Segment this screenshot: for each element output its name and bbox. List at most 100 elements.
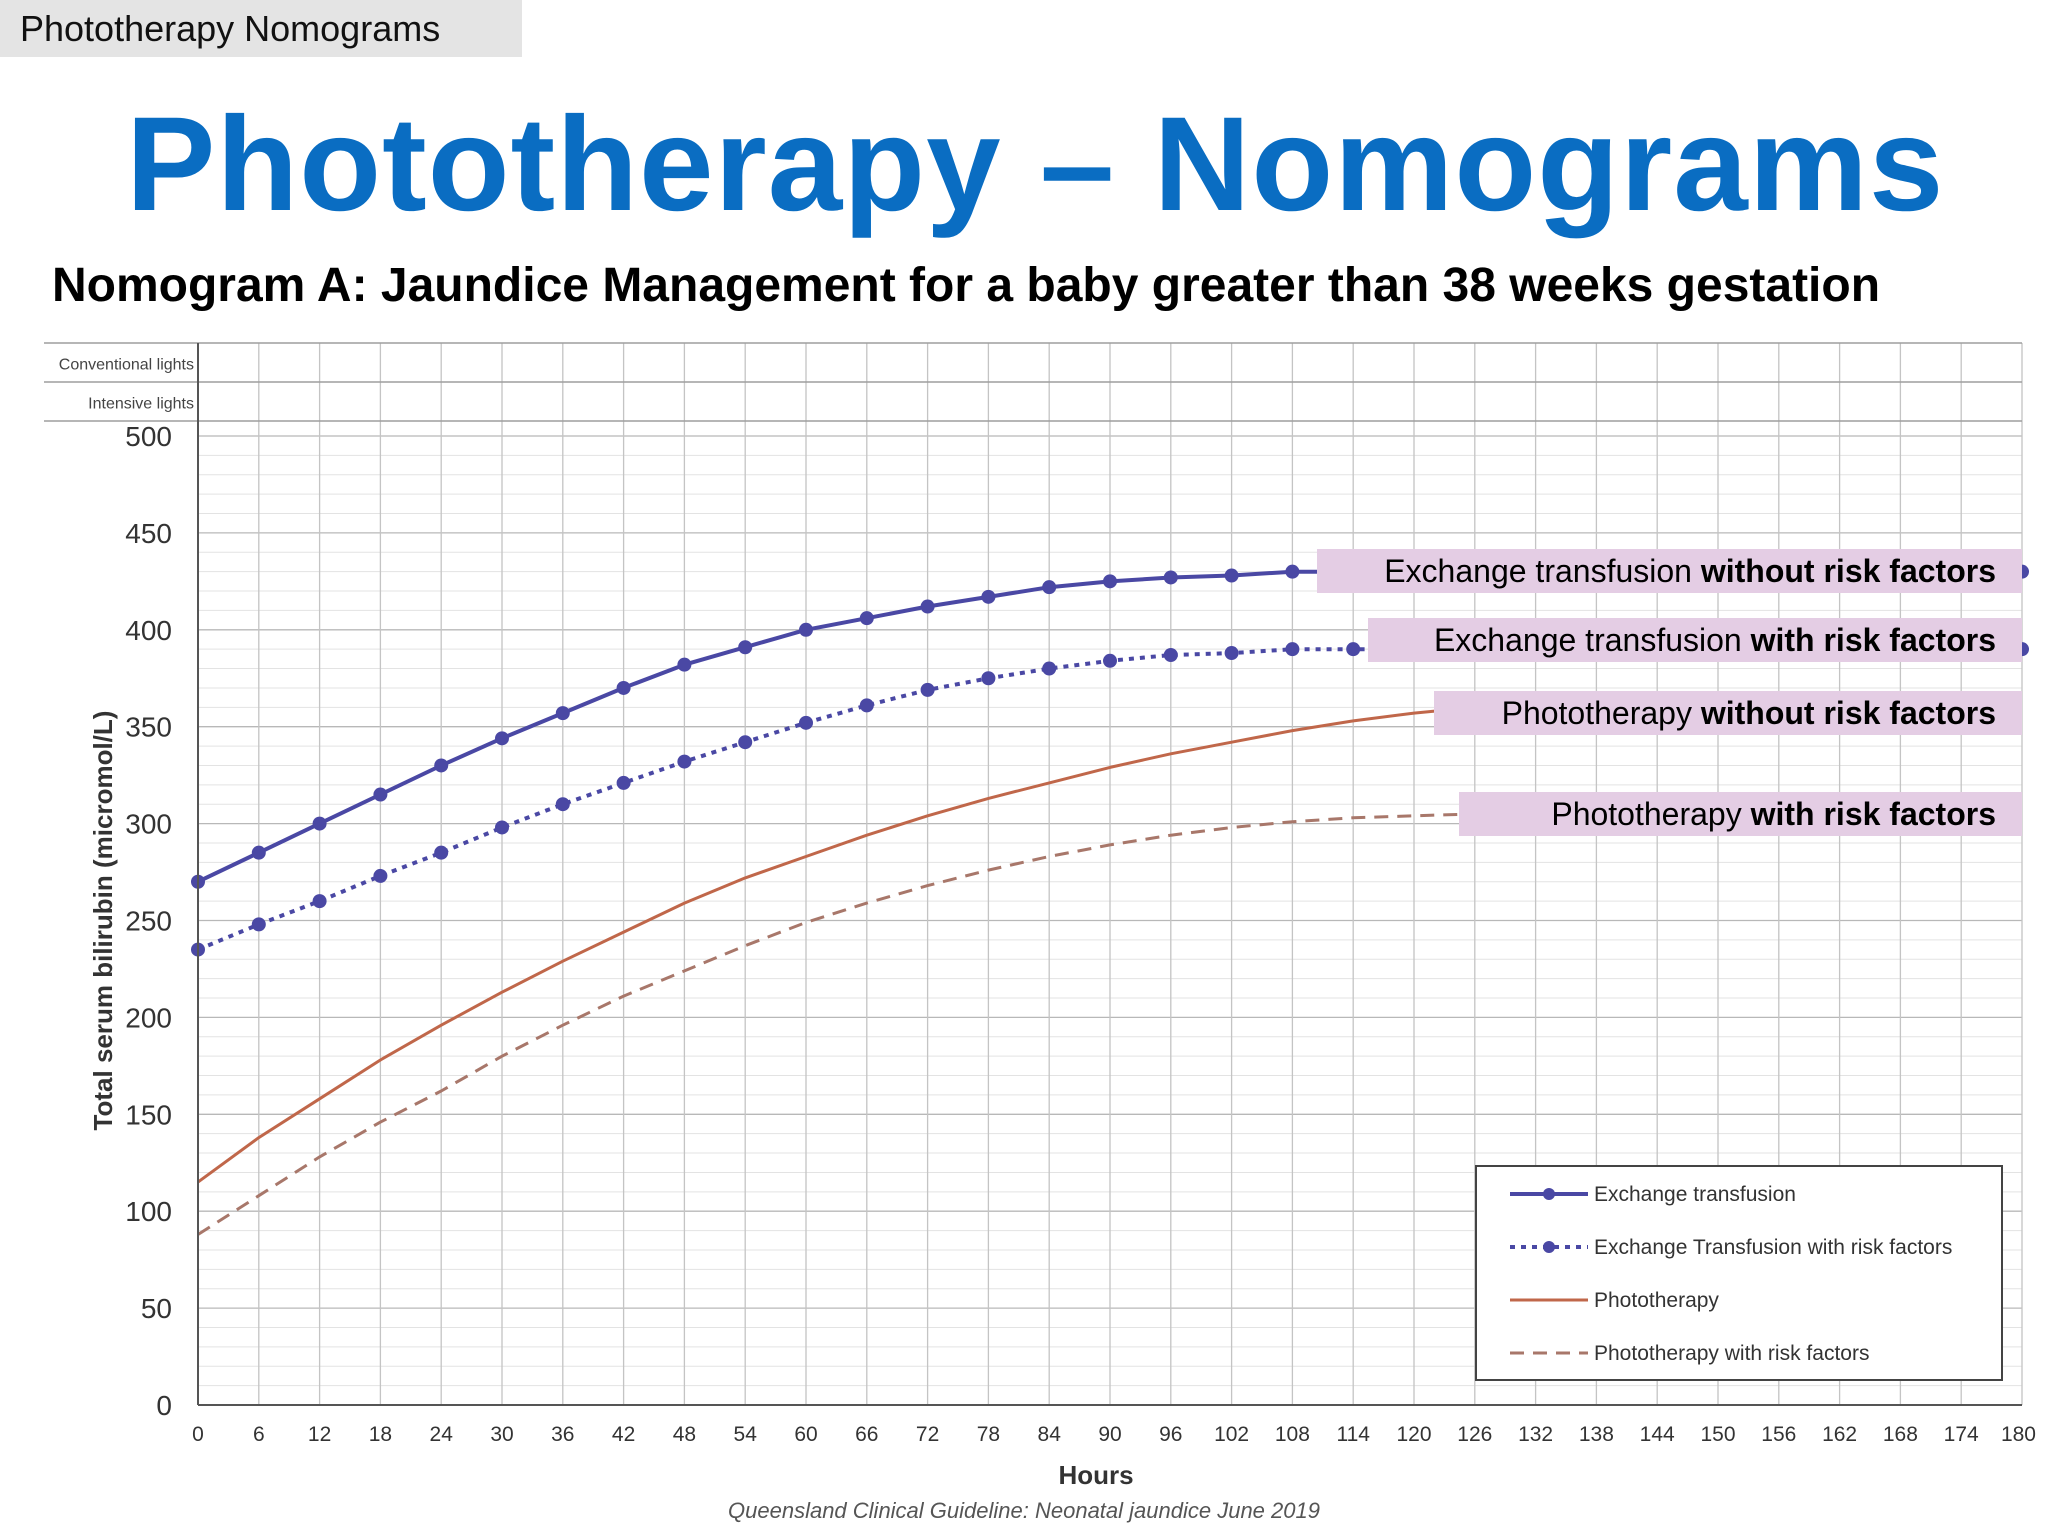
y-tick-label: 100 [125,1196,172,1227]
callout-text: Phototherapy [1501,695,1701,731]
x-tick-label: 78 [977,1423,1000,1446]
data-point [373,787,388,802]
x-tick-label: 54 [734,1423,758,1446]
data-point [1103,574,1117,589]
y-tick-label: 400 [125,615,172,646]
data-point [495,731,509,746]
y-tick-label: 300 [125,809,172,840]
data-point [1163,647,1178,662]
series-line-3 [197,812,2022,1236]
x-tick-label: 126 [1457,1423,1492,1446]
data-point [1285,642,1300,657]
data-point [738,640,753,655]
x-tick-label: 96 [1159,1423,1182,1446]
data-point [434,758,449,773]
x-tick-label: 6 [253,1423,265,1446]
data-point [1163,570,1178,585]
data-point [677,754,692,769]
x-tick-label: 156 [1761,1423,1796,1446]
legend-swatch-marker [1543,1241,1555,1253]
legend-label: Phototherapy [1594,1289,1719,1312]
x-tick-label: 102 [1214,1423,1249,1446]
x-tick-label: 162 [1822,1423,1857,1446]
x-tick-label: 0 [192,1423,204,1446]
callout-bold-text: with risk factors [1750,622,1996,658]
x-tick-label: 132 [1518,1423,1553,1446]
data-point [434,845,449,860]
data-point [555,706,570,721]
x-tick-label: 36 [551,1423,574,1446]
x-tick-label: 114 [1336,1423,1370,1446]
x-tick-label: 90 [1098,1423,1121,1446]
data-point [1042,580,1057,595]
legend-label: Phototherapy with risk factors [1594,1342,1869,1365]
data-point [738,735,753,750]
x-tick-label: 144 [1640,1423,1675,1446]
x-tick-label: 42 [612,1423,635,1446]
data-point [495,820,509,835]
data-point [1224,646,1239,661]
data-point [981,589,996,604]
data-point [1224,568,1239,583]
data-point [312,894,327,909]
chart-heading: Nomogram A: Jaundice Management for a ba… [52,259,1881,312]
y-tick-label: 200 [125,1002,172,1033]
x-tick-label: 180 [2001,1423,2036,1446]
y-tick-label: 150 [125,1099,172,1130]
legend-label: Exchange Transfusion with risk factors [1594,1236,1952,1259]
legend-box [1475,1165,2003,1381]
x-tick-label: 18 [369,1423,392,1446]
x-tick-label: 150 [1700,1423,1735,1446]
data-point [799,715,813,730]
y-tick-label: 50 [141,1293,172,1324]
axis-layer: 0 50 100 150 200 250 300 350 400 450 500 0 6 12 18 24 30… [88,343,2036,1490]
header-row-label: Intensive lights [88,396,194,413]
x-tick-label: 168 [1883,1423,1918,1446]
data-point [1042,661,1057,676]
y-tick-label: 0 [156,1390,172,1421]
data-point [312,816,327,831]
tab-label: Phototherapy Nomograms [0,0,522,57]
data-point [373,868,388,883]
data-point [981,671,996,686]
callout-text: Exchange transfusion [1384,553,1701,589]
data-point [1103,653,1117,668]
header-row-label: Conventional lights [59,357,194,374]
data-point [616,775,631,790]
x-tick-label: 120 [1396,1423,1431,1446]
x-tick-label: 138 [1579,1423,1614,1446]
legend-label: Exchange transfusion [1594,1183,1796,1206]
x-tick-label: 60 [794,1423,817,1446]
data-point [920,682,935,697]
callout-bold-text: without risk factors [1700,553,1996,589]
data-point [616,680,631,695]
source-citation: Queensland Clinical Guideline: Neonatal … [728,1498,1320,1523]
y-tick-label: 250 [125,906,172,937]
x-tick-label: 174 [1944,1423,1979,1446]
data-point [799,622,813,637]
data-point [920,599,935,614]
data-point [859,698,874,713]
x-tick-label: 12 [308,1423,331,1446]
y-axis-label: Total serum bilirubin (micromol/L) [88,711,118,1131]
callout-exchange-with-risk: Exchange transfusion with risk factors [1368,618,2022,662]
legend-swatch-marker [1543,1188,1555,1200]
x-axis-label: Hours [1058,1460,1133,1490]
callout-text: Exchange transfusion [1433,622,1751,658]
slide-title: Phototherapy – Nomograms [126,90,1945,239]
x-tick-label: 24 [430,1423,454,1446]
x-tick-label: 30 [490,1423,513,1446]
callout-phototherapy-without-risk: Phototherapy without risk factors [1434,691,2022,735]
data-point [1285,564,1300,579]
data-point [555,797,570,812]
y-tick-label: 350 [125,712,172,743]
callout-bold-text: with risk factors [1750,796,1996,832]
x-tick-label: 84 [1038,1423,1062,1446]
data-point [251,917,266,932]
x-tick-label: 72 [916,1423,939,1446]
x-tick-label: 66 [855,1423,878,1446]
legend: Exchange transfusion Exchange Transfusion… [1475,1165,2003,1381]
x-tick-label: 48 [673,1423,696,1446]
y-tick-label: 500 [125,421,172,452]
